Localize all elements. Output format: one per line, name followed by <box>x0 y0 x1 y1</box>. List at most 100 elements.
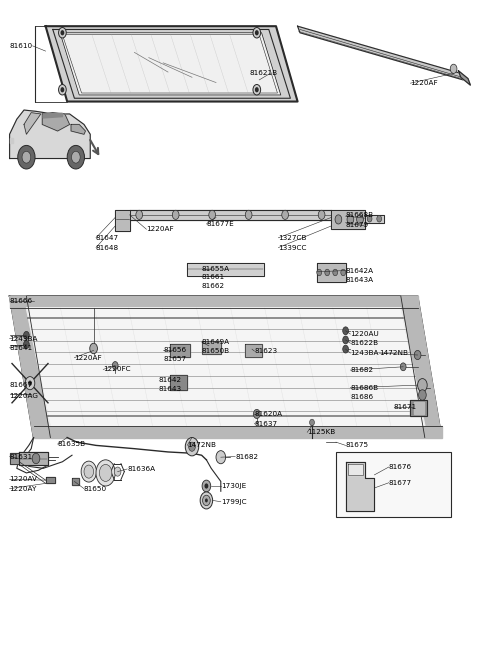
Text: 81686: 81686 <box>350 394 373 400</box>
Text: 81610: 81610 <box>10 43 33 49</box>
Circle shape <box>90 343 97 354</box>
Polygon shape <box>298 26 463 80</box>
Circle shape <box>414 350 421 360</box>
Text: 81675: 81675 <box>346 442 369 449</box>
Text: 81679: 81679 <box>346 221 369 228</box>
Text: 81622B: 81622B <box>350 340 379 346</box>
Text: 81682: 81682 <box>350 367 373 373</box>
Circle shape <box>282 210 288 219</box>
Text: 81649A: 81649A <box>202 339 230 345</box>
Polygon shape <box>170 375 187 390</box>
Circle shape <box>347 215 354 224</box>
Polygon shape <box>43 113 62 118</box>
Polygon shape <box>60 33 281 95</box>
Polygon shape <box>19 452 48 465</box>
Circle shape <box>253 84 261 95</box>
Circle shape <box>203 495 210 506</box>
Circle shape <box>60 87 64 92</box>
Circle shape <box>84 465 94 478</box>
Circle shape <box>343 336 348 344</box>
Text: 81656: 81656 <box>163 346 186 353</box>
Polygon shape <box>42 113 70 131</box>
Text: 81655A: 81655A <box>202 265 230 272</box>
Circle shape <box>216 451 226 464</box>
Polygon shape <box>170 344 190 357</box>
Text: 1472NB: 1472NB <box>379 350 408 356</box>
Text: 1220AV: 1220AV <box>10 476 37 483</box>
Bar <box>245 69 253 75</box>
Polygon shape <box>71 124 85 134</box>
Bar <box>120 86 130 94</box>
Circle shape <box>205 498 208 502</box>
Circle shape <box>325 269 330 276</box>
Circle shape <box>255 30 259 35</box>
Circle shape <box>81 461 96 482</box>
Polygon shape <box>10 138 13 143</box>
Bar <box>31 390 41 398</box>
Polygon shape <box>46 477 55 483</box>
Polygon shape <box>10 110 90 159</box>
Text: 81661: 81661 <box>202 274 225 280</box>
Circle shape <box>28 381 32 386</box>
Text: 1220AF: 1220AF <box>74 354 102 361</box>
Text: 1220FC: 1220FC <box>103 366 131 373</box>
Bar <box>245 79 253 85</box>
Circle shape <box>189 442 195 451</box>
Text: 1125KB: 1125KB <box>307 429 336 436</box>
Text: 81686B: 81686B <box>350 384 379 391</box>
Circle shape <box>419 390 426 400</box>
Circle shape <box>136 210 143 219</box>
Text: 1220AF: 1220AF <box>146 226 174 233</box>
Text: 81643: 81643 <box>158 386 181 392</box>
Text: 81631: 81631 <box>10 453 33 460</box>
Circle shape <box>245 210 252 219</box>
Text: 81662: 81662 <box>202 283 225 290</box>
Circle shape <box>209 210 216 219</box>
Circle shape <box>357 215 363 224</box>
Bar <box>336 452 451 517</box>
Circle shape <box>253 28 261 38</box>
Circle shape <box>99 464 112 481</box>
Polygon shape <box>346 462 374 511</box>
Text: 81650B: 81650B <box>202 348 230 354</box>
Text: 1220AU: 1220AU <box>350 331 379 337</box>
Circle shape <box>67 145 84 169</box>
Text: 81667: 81667 <box>10 382 33 388</box>
Text: 1472NB: 1472NB <box>187 442 216 449</box>
Text: 81647: 81647 <box>96 234 119 241</box>
Polygon shape <box>10 296 418 308</box>
Circle shape <box>114 467 121 476</box>
Circle shape <box>310 419 314 426</box>
Polygon shape <box>202 341 221 354</box>
Circle shape <box>202 480 211 492</box>
Text: 81635B: 81635B <box>58 441 86 447</box>
Circle shape <box>59 84 66 95</box>
Circle shape <box>172 210 179 219</box>
Circle shape <box>341 269 346 276</box>
Text: 81650: 81650 <box>84 485 107 492</box>
Text: 81682: 81682 <box>235 453 258 460</box>
Polygon shape <box>26 308 425 426</box>
Polygon shape <box>410 400 427 416</box>
Text: 81636A: 81636A <box>127 466 156 472</box>
Polygon shape <box>245 344 262 357</box>
Circle shape <box>96 460 115 486</box>
Circle shape <box>200 492 213 509</box>
Circle shape <box>72 151 80 163</box>
Circle shape <box>333 269 337 276</box>
Circle shape <box>343 345 348 353</box>
Polygon shape <box>317 263 346 282</box>
Polygon shape <box>401 296 442 438</box>
Text: 1339CC: 1339CC <box>278 244 307 251</box>
Polygon shape <box>10 296 50 438</box>
Circle shape <box>253 409 260 419</box>
Text: 81671: 81671 <box>394 404 417 411</box>
Text: 81677E: 81677E <box>206 221 234 227</box>
Polygon shape <box>34 426 442 438</box>
Polygon shape <box>187 263 264 276</box>
Text: 1243BA: 1243BA <box>10 335 38 342</box>
Circle shape <box>25 377 35 390</box>
Circle shape <box>335 215 342 224</box>
Polygon shape <box>72 478 79 485</box>
Text: 1243BA: 1243BA <box>350 350 379 356</box>
